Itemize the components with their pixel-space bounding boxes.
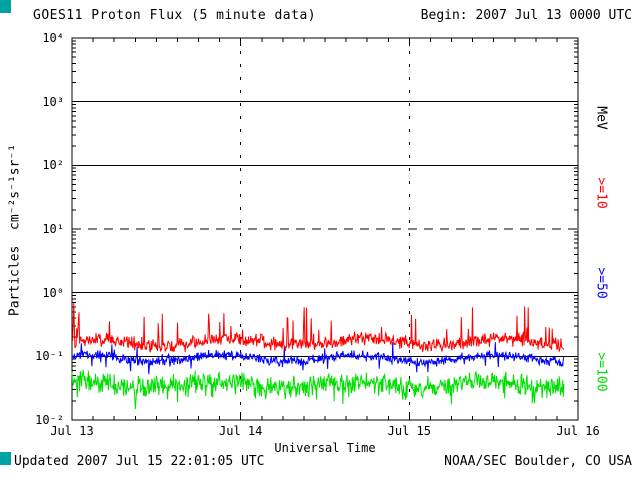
x-tick-label-jul14: Jul 14 (219, 424, 263, 438)
y-tick-label-1e0: 10⁰ (42, 286, 64, 300)
page-corner-marker-top (0, 0, 11, 13)
begin-timestamp: Begin: 2007 Jul 13 0000 UTC (420, 8, 632, 23)
noaa-credit: NOAA/SEC Boulder, CO USA (444, 454, 632, 469)
y-tick-label-1e-1: 10⁻¹ (35, 349, 64, 363)
legend-ge100: >=100 (593, 352, 609, 392)
chart-title: GOES11 Proton Flux (5 minute data) (33, 8, 317, 23)
x-tick-label-jul13: Jul 13 (50, 424, 94, 438)
y-tick-label-1e2: 10² (42, 158, 64, 172)
x-axis-title: Universal Time (274, 441, 376, 455)
updated-timestamp: Updated 2007 Jul 15 22:01:05 UTC (14, 454, 265, 469)
legend-ge10: >=10 (593, 177, 609, 209)
page-corner-marker-bottom (0, 452, 11, 465)
y-tick-label-1e3: 10³ (42, 95, 64, 109)
y-tick-label-1e-2: 10⁻² (35, 413, 64, 427)
x-tick-label-jul15: Jul 15 (387, 424, 431, 438)
y-tick-label-1e4: 10⁴ (42, 31, 64, 45)
x-tick-label-jul16: Jul 16 (556, 424, 600, 438)
y-tick-label-1e1: 10¹ (42, 222, 64, 236)
y-axis-title: Particles cm⁻²s⁻¹sr⁻¹ (7, 143, 23, 317)
right-axis-unit-mev: MeV (593, 106, 609, 130)
legend-ge50: >=50 (593, 267, 609, 299)
